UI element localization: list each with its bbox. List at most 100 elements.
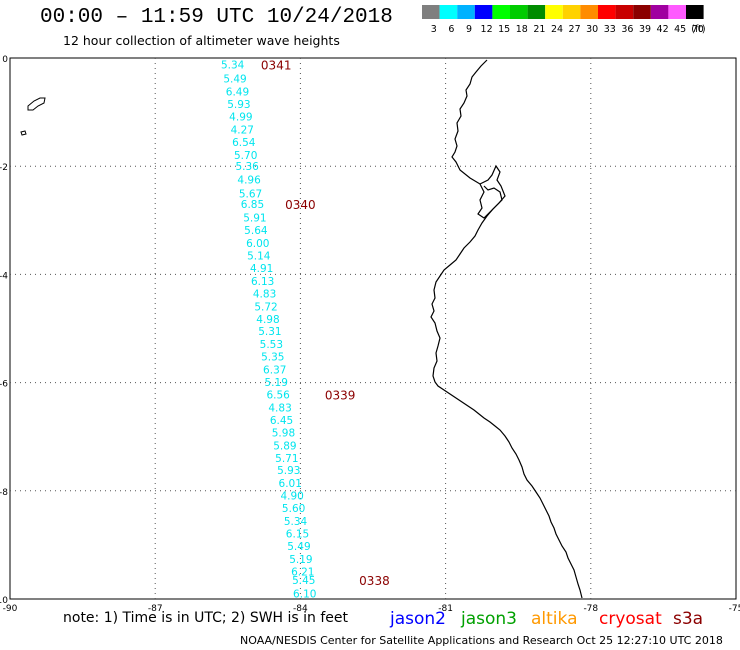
swh-value: 5.70 <box>234 150 257 162</box>
swh-value: 5.64 <box>244 225 268 237</box>
swh-value: 6.56 <box>266 390 290 402</box>
legend-label: 18 <box>516 24 528 35</box>
lat-tick-label: -8 <box>0 488 8 498</box>
legend-swatch-18 <box>510 5 528 19</box>
pass-time-label: 0340 <box>285 198 316 212</box>
swh-value: 6.15 <box>286 529 309 541</box>
swh-value: 6.85 <box>241 199 264 211</box>
swh-value: 5.93 <box>227 99 250 111</box>
legend-label: 21 <box>533 24 545 35</box>
galapagos-island <box>27 97 46 111</box>
swh-value: 5.19 <box>265 377 288 389</box>
swh-value: 4.83 <box>253 288 276 300</box>
legend-label: 39 <box>639 24 651 35</box>
coastline-gulf-inlet <box>477 183 503 219</box>
legend-swatch-39 <box>633 5 651 19</box>
legend-swatch-70 <box>686 5 704 19</box>
lat-tick-label: -6 <box>0 380 8 390</box>
lat-tick-label: -4 <box>0 271 8 281</box>
swh-value: 5.45 <box>292 575 315 587</box>
legend-swatch-27 <box>562 5 581 19</box>
swh-value: 6.01 <box>279 478 302 490</box>
legend-label: 36 <box>621 24 633 35</box>
swh-value: 5.71 <box>275 453 298 465</box>
legend-swatch-21 <box>527 5 546 19</box>
color-legend: 3 6 9 12 15 18 21 24 27 30 33 36 39 42 45 70(ft) <box>422 5 706 35</box>
pass-time-label: 0338 <box>359 574 390 588</box>
legend-label: 27 <box>569 24 581 35</box>
lon-tick-label: -87 <box>148 604 163 614</box>
swh-value: 5.49 <box>287 541 310 553</box>
lon-tick-label: -84 <box>293 604 308 614</box>
swh-value: 4.99 <box>229 111 252 123</box>
lon-tick-label: -78 <box>583 604 598 614</box>
map-frame <box>9 57 737 600</box>
swh-value: 5.93 <box>277 465 300 477</box>
legend-swatch-30 <box>580 5 598 19</box>
lon-tick-label: -81 <box>438 604 453 614</box>
legend-label: 30 <box>586 24 598 35</box>
swh-value: 4.91 <box>250 263 273 275</box>
legend-label: 9 <box>466 24 472 35</box>
legend-label: 45 <box>674 24 686 35</box>
swh-value: 5.72 <box>254 301 277 313</box>
legend-label: 42 <box>657 24 669 35</box>
time-labels: 0341 0340 0339 0338 <box>261 58 390 588</box>
map-title: 00:00 – 11:59 UTC 10/24/2018 <box>40 6 393 29</box>
lat-tick-label: -10 <box>0 596 8 606</box>
footnote: note: 1) Time is in UTC; 2) SWH is in fe… <box>63 610 349 626</box>
coastline <box>20 59 583 599</box>
legend-label: 15 <box>498 24 510 35</box>
swh-value: 5.49 <box>223 74 246 86</box>
swh-value: 5.35 <box>261 352 284 364</box>
swh-value: 6.37 <box>263 365 286 377</box>
swh-value: 5.34 <box>221 59 245 71</box>
swh-value: 6.49 <box>226 87 249 99</box>
swh-value: 4.90 <box>280 491 303 503</box>
coastline-mainland <box>430 59 583 599</box>
legend-swatch-42 <box>650 5 669 19</box>
legend-label: 12 <box>481 24 493 35</box>
swh-value: 6.54 <box>232 137 256 149</box>
legend-swatch-33 <box>598 5 616 19</box>
legend-label: 6 <box>448 24 454 35</box>
wave-height-labels: 5.345.496.495.934.994.276.545.705.364.96… <box>221 59 317 600</box>
swh-value: 5.31 <box>258 326 281 338</box>
legend-unit: (ft) <box>691 24 705 35</box>
satellite-cryosat: cryosat <box>599 609 662 629</box>
swh-value: 6.13 <box>251 276 274 288</box>
grid-lines <box>10 58 736 599</box>
legend-swatch-12 <box>474 5 493 19</box>
swh-value: 5.34 <box>284 516 308 528</box>
legend-label: 24 <box>551 24 563 35</box>
swh-value: 5.19 <box>289 554 312 566</box>
swh-value: 6.45 <box>270 415 293 427</box>
legend-label: 3 <box>431 24 437 35</box>
legend-swatch-9 <box>457 5 475 19</box>
swh-value: 5.60 <box>282 503 305 515</box>
swh-value: 6.21 <box>291 566 314 578</box>
legend-swatch-15 <box>492 5 510 19</box>
satellite-jason3: jason3 <box>461 609 517 629</box>
swh-value: 4.27 <box>231 124 254 136</box>
swh-value: 5.89 <box>273 440 296 452</box>
pass-time-label: 0341 <box>261 58 292 72</box>
swh-value: 4.96 <box>237 175 261 187</box>
swh-value: 5.14 <box>247 250 271 262</box>
legend-swatch-3 <box>422 5 440 19</box>
lon-tick-label: -90 <box>3 604 18 614</box>
satellite-altika: altika <box>531 609 578 629</box>
legend-swatch-6 <box>439 5 458 19</box>
swh-value: 4.98 <box>256 314 279 326</box>
lon-tick-label: -75 <box>729 604 740 614</box>
satellite-s3a: s3a <box>673 609 704 629</box>
legend-swatch-24 <box>545 5 563 19</box>
swh-value: 5.91 <box>243 213 266 225</box>
swh-value: 6.00 <box>246 238 269 250</box>
small-island <box>20 130 27 136</box>
satellite-jason2: jason2 <box>390 609 446 629</box>
map-subtitle: 12 hour collection of altimeter wave hei… <box>63 33 340 48</box>
legend-swatch-36 <box>615 5 634 19</box>
swh-value: 5.67 <box>239 188 262 200</box>
credit-line: NOAA/NESDIS Center for Satellite Applica… <box>240 634 723 647</box>
